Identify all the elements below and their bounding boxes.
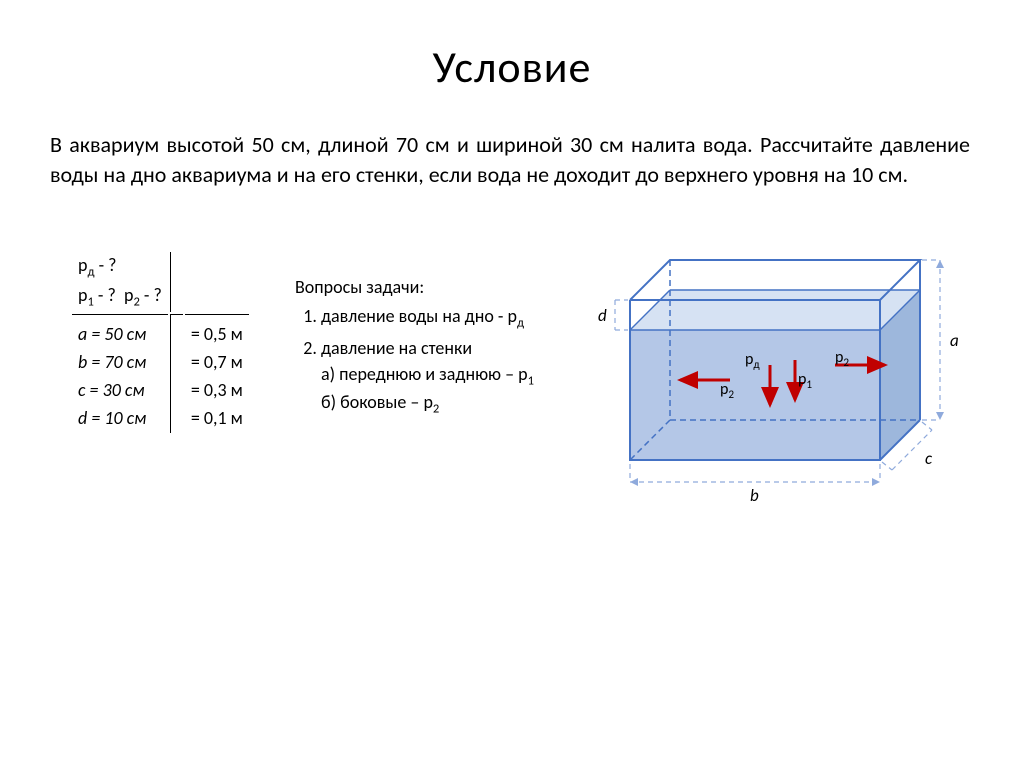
questions-block: Вопросы задачи: давление воды на дно - p… bbox=[295, 275, 595, 422]
dim-d: d bbox=[598, 305, 607, 326]
label-p2-left: p2 bbox=[720, 380, 734, 402]
si-b: = 0,7 м bbox=[191, 351, 243, 373]
question-1: давление воды на дно - pд bbox=[321, 304, 595, 332]
label-pd: pд bbox=[745, 350, 760, 372]
dim-b: b bbox=[750, 485, 759, 506]
problem-statement: В аквариум высотой 50 см, длиной 70 см и… bbox=[50, 130, 970, 189]
si-a: = 0,5 м bbox=[191, 323, 243, 345]
dim-a: a bbox=[950, 330, 959, 351]
given-data-block: pд - ? p1 - ? p2 - ? a = 50 см b = 70 см… bbox=[70, 250, 251, 435]
si-c: = 0,3 м bbox=[191, 379, 243, 401]
question-2b: б) боковые – p2 bbox=[321, 391, 439, 413]
questions-header: Вопросы задачи: bbox=[295, 275, 595, 300]
label-p1: p1 bbox=[798, 370, 812, 392]
dim-c: c bbox=[925, 448, 932, 469]
given-c: c = 30 см bbox=[78, 379, 145, 401]
unknown-p1p2: p1 - ? p2 - ? bbox=[78, 284, 162, 306]
given-b: b = 70 см bbox=[78, 351, 146, 373]
question-2: давление на стенки а) переднюю и заднюю … bbox=[321, 336, 595, 418]
given-d: d = 10 см bbox=[78, 407, 146, 429]
unknown-pd: pд - ? bbox=[78, 254, 117, 276]
question-2a: а) переднюю и заднюю – p1 bbox=[321, 363, 534, 385]
aquarium-diagram: a b c d pд p1 p2 p2 bbox=[610, 250, 980, 510]
label-p2-right: p2 bbox=[835, 348, 849, 370]
si-d: = 0,1 м bbox=[191, 407, 243, 429]
page-title: Условие bbox=[0, 40, 1024, 94]
given-a: a = 50 см bbox=[78, 323, 146, 345]
